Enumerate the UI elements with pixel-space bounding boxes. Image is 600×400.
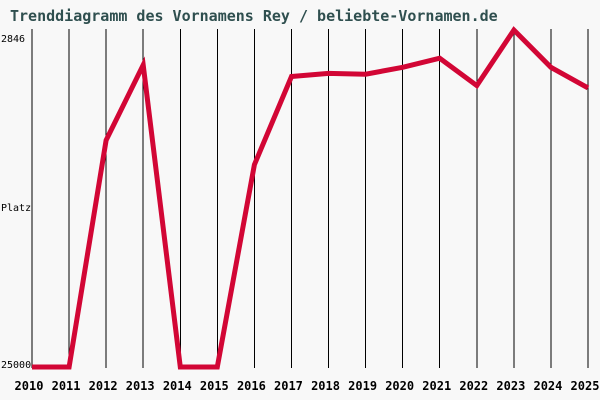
chart-title: Trenddiagramm des Vornamens Rey / belieb… xyxy=(10,7,498,25)
y-axis-title: Platz xyxy=(1,203,32,214)
trend-line-series xyxy=(32,26,590,370)
y-axis-bottom-tick-label: 25000 xyxy=(1,360,32,371)
y-axis-top-tick-label: 2846 xyxy=(1,34,26,45)
year-gridlines xyxy=(31,29,589,368)
